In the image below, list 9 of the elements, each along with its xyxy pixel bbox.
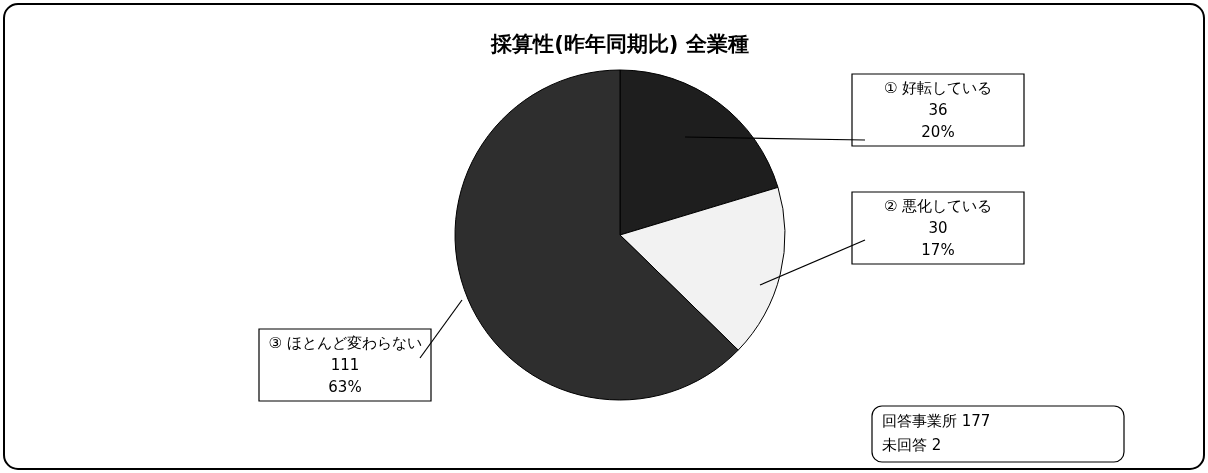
text: 回答事業所 177 [882,412,991,430]
slice-label: ① 好転している [883,79,993,97]
chart-title: 採算性(昨年同期比) 全業種 [490,32,749,56]
data-label: 30 17% [921,219,955,259]
data-label: 36 20% [921,101,955,141]
text: 未回答 2 [882,436,942,454]
slice-label: ② 悪化している [883,197,993,215]
slice-label: ③ ほとんど変わらない [268,334,422,352]
data-label: 111 63% [328,356,362,396]
